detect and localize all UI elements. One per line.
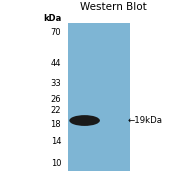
Text: 14: 14 xyxy=(51,137,61,146)
Bar xyxy=(68,23,130,171)
Text: 70: 70 xyxy=(51,28,61,37)
Text: 26: 26 xyxy=(51,95,61,104)
Text: 33: 33 xyxy=(50,79,61,88)
Text: ←19kDa: ←19kDa xyxy=(128,116,163,125)
Text: Western Blot: Western Blot xyxy=(80,2,147,12)
Text: 44: 44 xyxy=(51,59,61,68)
Text: kDa: kDa xyxy=(43,14,61,22)
Ellipse shape xyxy=(69,115,100,126)
Text: 22: 22 xyxy=(51,106,61,115)
Text: 18: 18 xyxy=(51,120,61,129)
Text: 10: 10 xyxy=(51,159,61,168)
